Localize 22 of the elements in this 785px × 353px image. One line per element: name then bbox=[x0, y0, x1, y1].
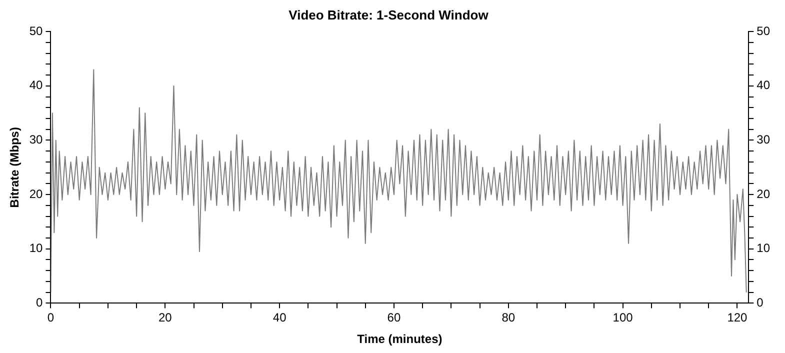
y-tick-label: 30 bbox=[29, 132, 44, 147]
y2-tick-label: 30 bbox=[756, 132, 770, 147]
x-axis-title: Time (minutes) bbox=[357, 332, 442, 346]
x-tick-label: 20 bbox=[158, 310, 172, 325]
x-tick-label: 120 bbox=[727, 310, 748, 325]
x-tick-label: 100 bbox=[612, 310, 634, 325]
x-tick-label: 0 bbox=[47, 310, 54, 325]
x-tick-label: 60 bbox=[387, 310, 401, 325]
y2-tick-label: 10 bbox=[756, 241, 770, 256]
chart-title: Video Bitrate: 1-Second Window bbox=[288, 7, 490, 22]
x-tick-label: 80 bbox=[502, 310, 516, 325]
y2-tick-label: 40 bbox=[756, 78, 770, 92]
y-tick-label: 40 bbox=[29, 78, 44, 92]
y-tick-label: 50 bbox=[29, 24, 44, 38]
x-tick-label: 40 bbox=[272, 310, 287, 325]
y-tick-label: 10 bbox=[29, 241, 44, 256]
y-axis-title: Bitrate (Mbps) bbox=[8, 127, 22, 208]
y2-tick-label: 20 bbox=[756, 186, 770, 201]
y2-tick-label: 0 bbox=[756, 296, 764, 310]
y2-tick-label: 50 bbox=[756, 24, 770, 38]
y-tick-label: 20 bbox=[29, 186, 44, 201]
y-tick-label: 0 bbox=[36, 296, 44, 310]
